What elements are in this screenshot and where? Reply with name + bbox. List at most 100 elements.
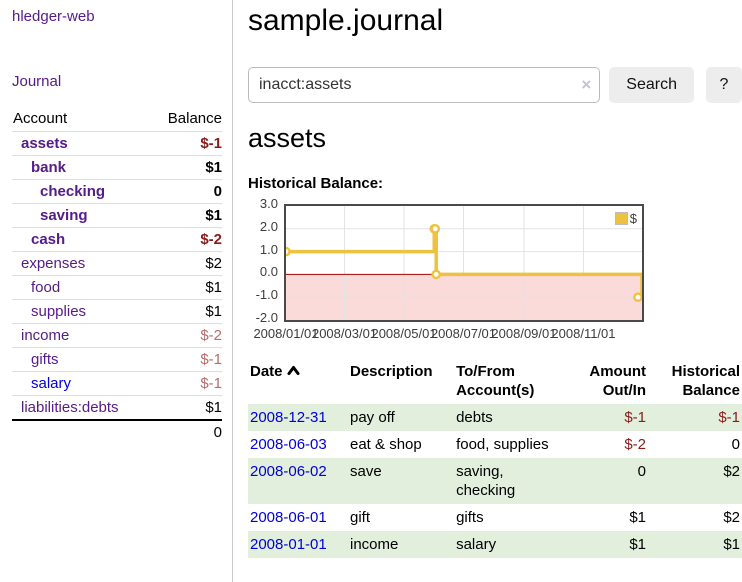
account-row: assets $-1 <box>12 131 222 156</box>
search-row: × Search ? <box>248 67 742 103</box>
search-button[interactable]: Search <box>609 67 694 103</box>
account-link-cash[interactable]: cash <box>31 231 66 248</box>
account-link-supplies[interactable]: supplies <box>31 303 87 320</box>
transaction-date-link[interactable]: 2008-12-31 <box>250 409 327 426</box>
x-axis-tick-label: 2008/01/01 <box>253 326 319 341</box>
account-balance: $-2 <box>150 227 222 252</box>
y-axis-tick-label: 1.0 <box>259 241 278 257</box>
chart-plot-area: $ <box>284 204 644 322</box>
legend-label: $ <box>629 211 637 226</box>
description-column-header: Description <box>350 363 433 380</box>
transaction-row: 2008-06-01 gift gifts $1 $2 <box>248 504 742 531</box>
transaction-accounts-cell: saving, checking <box>454 458 568 504</box>
y-axis-tick-label: 2.0 <box>259 218 278 234</box>
transaction-row: 2008-12-31 pay off debts $-1 $-1 <box>248 404 742 431</box>
transaction-date-cell: 2008-06-03 <box>248 431 348 458</box>
account-name-cell: food <box>12 275 151 300</box>
account-heading: assets <box>248 123 327 153</box>
account-link-liabilities-debts[interactable]: liabilities:debts <box>21 399 119 416</box>
app-title: hledger-web <box>12 8 222 26</box>
transaction-accounts-cell: salary <box>454 531 568 558</box>
account-balance: $-1 <box>150 371 222 396</box>
amount-column-header: Amount Out/In <box>589 363 647 399</box>
account-name-cell: salary <box>12 371 151 396</box>
account-table-body: assets $-1 bank $1 checking 0 saving $1 cash $-2 e… <box>12 131 222 420</box>
search-input[interactable] <box>248 67 601 103</box>
y-axis-tick-label: 0.0 <box>259 264 278 280</box>
chart-legend: $ <box>614 211 637 226</box>
x-axis-tick-label: 2008/11/01 <box>551 326 616 341</box>
transaction-date-link[interactable]: 2008-01-01 <box>250 536 327 553</box>
account-balance: $1 <box>150 203 222 228</box>
transaction-description-cell: eat & shop <box>350 436 422 453</box>
transaction-date-cell: 2008-01-01 <box>248 531 348 558</box>
transaction-accounts-cell: food, supplies <box>456 436 549 453</box>
transaction-description-cell: pay off <box>348 404 455 431</box>
legend-swatch-icon <box>614 212 628 225</box>
account-link-saving[interactable]: saving <box>40 207 88 224</box>
account-name-cell: gifts <box>12 347 151 372</box>
account-row: checking 0 <box>12 179 222 204</box>
clear-search-icon[interactable]: × <box>581 75 592 94</box>
account-name-cell: income <box>12 323 151 348</box>
sidebar-item-journal[interactable]: Journal <box>12 73 62 90</box>
account-link-gifts[interactable]: gifts <box>31 351 59 368</box>
balance-column-header-main: Historical Balance <box>671 363 740 399</box>
transaction-balance-cell: 0 <box>731 436 740 453</box>
account-balance-table: Account Balance assets $-1 bank $1 checking 0… <box>12 107 222 444</box>
account-row: saving $1 <box>12 203 222 228</box>
transaction-amount-cell: $-2 <box>624 436 647 453</box>
transaction-date-link[interactable]: 2008-06-03 <box>250 436 327 453</box>
y-axis-tick-label: -2.0 <box>255 310 278 325</box>
account-link-checking[interactable]: checking <box>40 183 106 200</box>
account-link-bank[interactable]: bank <box>31 159 67 176</box>
account-link-salary[interactable]: salary <box>31 375 72 392</box>
transaction-row: 2008-01-01 income salary $1 $1 <box>248 531 742 558</box>
account-link-food[interactable]: food <box>31 279 61 296</box>
transaction-date-link[interactable]: 2008-06-02 <box>250 463 327 480</box>
account-total-value: 0 <box>150 419 222 444</box>
account-row: food $1 <box>12 275 222 300</box>
account-row: cash $-2 <box>12 227 222 252</box>
account-column-header-main: To/From Account(s) <box>456 363 535 399</box>
hledger-web-link[interactable]: hledger-web <box>12 8 95 25</box>
transaction-amount-cell: $1 <box>567 531 649 558</box>
transaction-row: 2008-06-03 eat & shop food, supplies $-2 0 <box>248 431 742 458</box>
account-row: salary $-1 <box>12 371 222 396</box>
date-column-header[interactable]: Date <box>248 360 348 404</box>
account-link-assets[interactable]: assets <box>21 135 68 152</box>
chart-canvas <box>286 206 642 320</box>
account-name-cell: bank <box>12 155 151 180</box>
transaction-balance-cell: $2 <box>648 458 742 504</box>
search-box: × <box>248 67 601 103</box>
account-total-row: 0 <box>12 419 222 444</box>
account-balance: $2 <box>150 251 222 276</box>
transaction-balance-cell: $-1 <box>648 404 742 431</box>
account-balance: $1 <box>150 275 222 300</box>
account-row: bank $1 <box>12 155 222 180</box>
account-name-cell: checking <box>12 179 151 204</box>
help-button[interactable]: ? <box>706 67 742 103</box>
account-row: expenses $2 <box>12 251 222 276</box>
account-name-cell: cash <box>12 227 151 252</box>
account-link-expenses[interactable]: expenses <box>21 255 86 272</box>
transaction-date-cell: 2008-06-02 <box>248 458 348 504</box>
y-axis-tick-label: 3.0 <box>259 196 278 211</box>
account-link-income[interactable]: income <box>21 327 70 344</box>
account-name-cell: saving <box>12 203 151 228</box>
transaction-accounts-cell: debts <box>454 404 568 431</box>
account-row: liabilities:debts $1 <box>12 395 222 420</box>
transaction-description-cell: income <box>348 531 455 558</box>
account-balance: $-1 <box>150 347 222 372</box>
main-content: sample.journal × Search ? assets Histori… <box>248 0 742 582</box>
account-balance: 0 <box>150 179 222 204</box>
account-name-cell: supplies <box>12 299 151 324</box>
account-balance: $1 <box>150 395 222 420</box>
account-name-cell: expenses <box>12 251 151 276</box>
account-row: gifts $-1 <box>12 347 222 372</box>
transaction-row: 2008-06-02 save saving, checking 0 $2 <box>248 458 742 504</box>
sort-ascending-icon <box>287 362 300 381</box>
account-balance: $-1 <box>150 131 222 156</box>
account-column-header: Account <box>13 110 68 127</box>
transaction-date-link[interactable]: 2008-06-01 <box>250 509 327 526</box>
